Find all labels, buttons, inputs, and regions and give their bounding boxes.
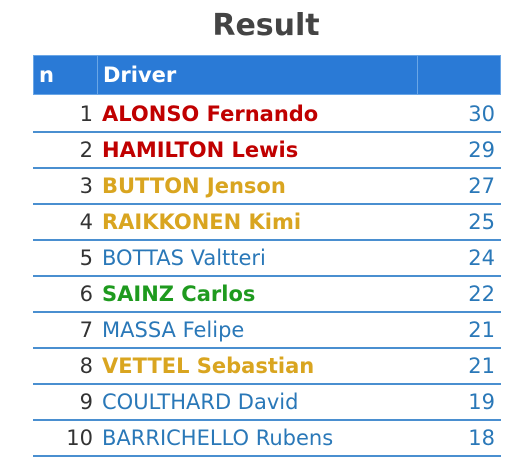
points: 25 [468,210,495,234]
driver-name: BARRICHELLO Rubens [102,426,334,450]
table-row: 8 VETTEL Sebastian 21 [33,349,501,385]
driver-name: HAMILTON Lewis [102,138,299,162]
title: Result [212,8,320,43]
header-cell: n [34,56,98,94]
table-row: 6 SAINZ Carlos 22 [33,277,501,313]
table-row: 2 HAMILTON Lewis 29 [33,133,501,169]
header-cell: Driver [98,56,418,94]
rank: 7 [79,318,93,342]
driver-name: BUTTON Jenson [102,174,286,198]
table-row: 3 BUTTON Jenson 27 [33,169,501,205]
driver-name: COULTHARD David [102,390,299,414]
driver-name: RAIKKONEN Kimi [102,210,302,234]
points: 29 [468,138,495,162]
points: 22 [468,282,495,306]
points: 18 [468,426,495,450]
points: 24 [468,246,495,270]
points: 21 [468,318,495,342]
driver-name: BOTTAS Valtteri [102,246,266,270]
driver-name: MASSA Felipe [102,318,245,342]
rank: 5 [79,246,93,270]
driver-name: VETTEL Sebastian [102,354,315,378]
rank: 8 [79,354,93,378]
rank: 2 [79,138,93,162]
points: 19 [468,390,495,414]
table-row: 5 BOTTAS Valtteri 24 [33,241,501,277]
table-row: 1 ALONSO Fernando 30 [33,97,501,133]
points: 21 [468,354,495,378]
driver-name: ALONSO Fernando [102,102,319,126]
points: 27 [468,174,495,198]
rank: 4 [79,210,93,234]
rank: 3 [79,174,93,198]
points: 30 [468,102,495,126]
rank: 10 [66,426,93,450]
rank: 1 [79,102,93,126]
driver-name: SAINZ Carlos [102,282,256,306]
table-row: 9 COULTHARD David 19 [33,385,501,421]
rank: 9 [79,390,93,414]
rank: 6 [79,282,93,306]
table-row: 7 MASSA Felipe 21 [33,313,501,349]
table-row: 10 BARRICHELLO Rubens 18 [33,421,501,457]
table-row: 4 RAIKKONEN Kimi 25 [33,205,501,241]
table-header: n Driver [33,55,501,95]
